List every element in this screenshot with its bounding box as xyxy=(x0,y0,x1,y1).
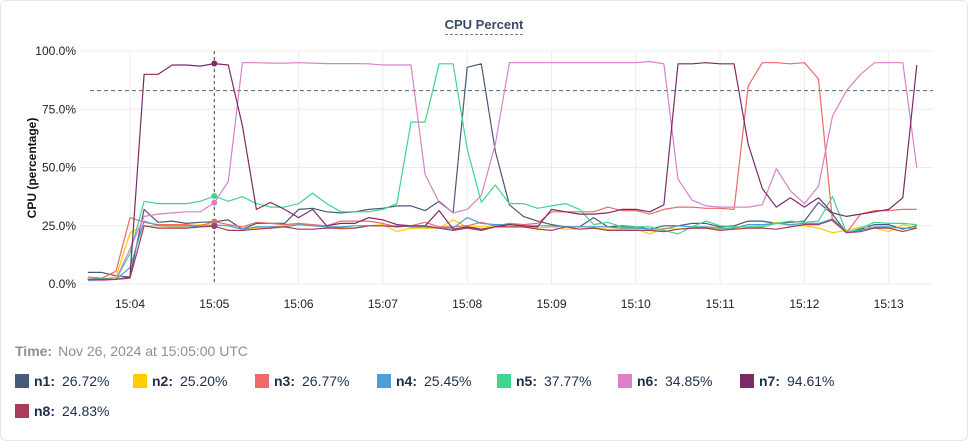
hover-point-n8 xyxy=(211,223,218,230)
y-tick-label: 50.0% xyxy=(42,161,76,175)
legend-value: 37.77% xyxy=(544,373,592,389)
legend-swatch xyxy=(740,374,754,388)
x-tick-label: 15:11 xyxy=(706,297,735,311)
legend-swatch xyxy=(133,374,147,388)
legend-value: 34.85% xyxy=(665,373,713,389)
legend-name: n3: xyxy=(274,373,295,389)
legend-item-n1[interactable]: n1: 26.72% xyxy=(15,373,109,389)
legend-value: 94.61% xyxy=(787,373,835,389)
x-tick-label: 15:06 xyxy=(284,297,314,311)
legend-item-n3[interactable]: n3: 26.77% xyxy=(255,373,349,389)
y-axis-label: CPU (percentage) xyxy=(25,118,39,219)
series-line-n5 xyxy=(87,63,917,280)
legend-name: n7: xyxy=(759,373,780,389)
y-tick-label: 75.0% xyxy=(42,102,76,116)
legend-name: n8: xyxy=(34,403,55,419)
legend-swatch xyxy=(255,374,269,388)
legend-name: n4: xyxy=(396,373,417,389)
legend-swatch xyxy=(15,404,29,418)
legend-value: 25.45% xyxy=(424,373,472,389)
hover-point-n5 xyxy=(211,192,218,199)
cpu-chart[interactable]: 0.0% 25.0% 50.0% 75.0% 100.0% 15:04 15:05 15:06… xyxy=(0,0,968,330)
legend-name: n6: xyxy=(637,373,658,389)
chart-title[interactable]: CPU Percent xyxy=(444,17,524,35)
y-tick-label: 0.0% xyxy=(49,277,77,291)
time-label: Time: xyxy=(15,343,53,359)
hover-point-n6 xyxy=(211,199,218,206)
legend-name: n5: xyxy=(516,373,537,389)
chart-title-wrap: CPU Percent xyxy=(0,16,968,35)
hover-point-n7 xyxy=(211,60,218,67)
legend-name: n2: xyxy=(152,373,173,389)
series-line-n2 xyxy=(87,219,917,280)
x-tick-label: 15:05 xyxy=(199,297,229,311)
x-tick-label: 15:10 xyxy=(621,297,651,311)
legend-swatch xyxy=(15,374,29,388)
legend-swatch xyxy=(377,374,391,388)
y-tick-label: 100.0% xyxy=(35,44,76,58)
series-line-n6 xyxy=(87,60,918,282)
y-tick-label: 25.0% xyxy=(42,219,76,233)
tooltip-time: Time: Nov 26, 2024 at 15:05:00 UTC xyxy=(15,343,248,359)
legend-name: n1: xyxy=(34,373,55,389)
legend-item-n4[interactable]: n4: 25.45% xyxy=(377,373,471,389)
x-tick-label: 15:13 xyxy=(874,297,904,311)
x-tick-label: 15:12 xyxy=(789,297,819,311)
legend-item-n5[interactable]: n5: 37.77% xyxy=(497,373,591,389)
time-value: Nov 26, 2024 at 15:05:00 UTC xyxy=(58,343,248,359)
legend-value: 26.77% xyxy=(302,373,350,389)
series-line-n7 xyxy=(87,62,918,280)
x-tick-label: 15:09 xyxy=(536,297,566,311)
series-line-n8 xyxy=(87,219,917,280)
x-tick-label: 15:07 xyxy=(368,297,398,311)
legend-swatch xyxy=(618,374,632,388)
x-tick-label: 15:04 xyxy=(115,297,145,311)
legend-item-n7[interactable]: n7: 94.61% xyxy=(740,373,834,389)
legend-item-n6[interactable]: n6: 34.85% xyxy=(618,373,712,389)
series-line-n1 xyxy=(87,63,917,278)
legend-item-n8[interactable]: n8: 24.83% xyxy=(15,403,109,419)
legend-swatch xyxy=(497,374,511,388)
legend-value: 24.83% xyxy=(62,403,110,419)
x-tick-label: 15:08 xyxy=(452,297,482,311)
legend-value: 25.20% xyxy=(180,373,228,389)
legend-item-n2[interactable]: n2: 25.20% xyxy=(133,373,227,389)
series-line-n3 xyxy=(87,62,917,279)
legend-value: 26.72% xyxy=(62,373,110,389)
